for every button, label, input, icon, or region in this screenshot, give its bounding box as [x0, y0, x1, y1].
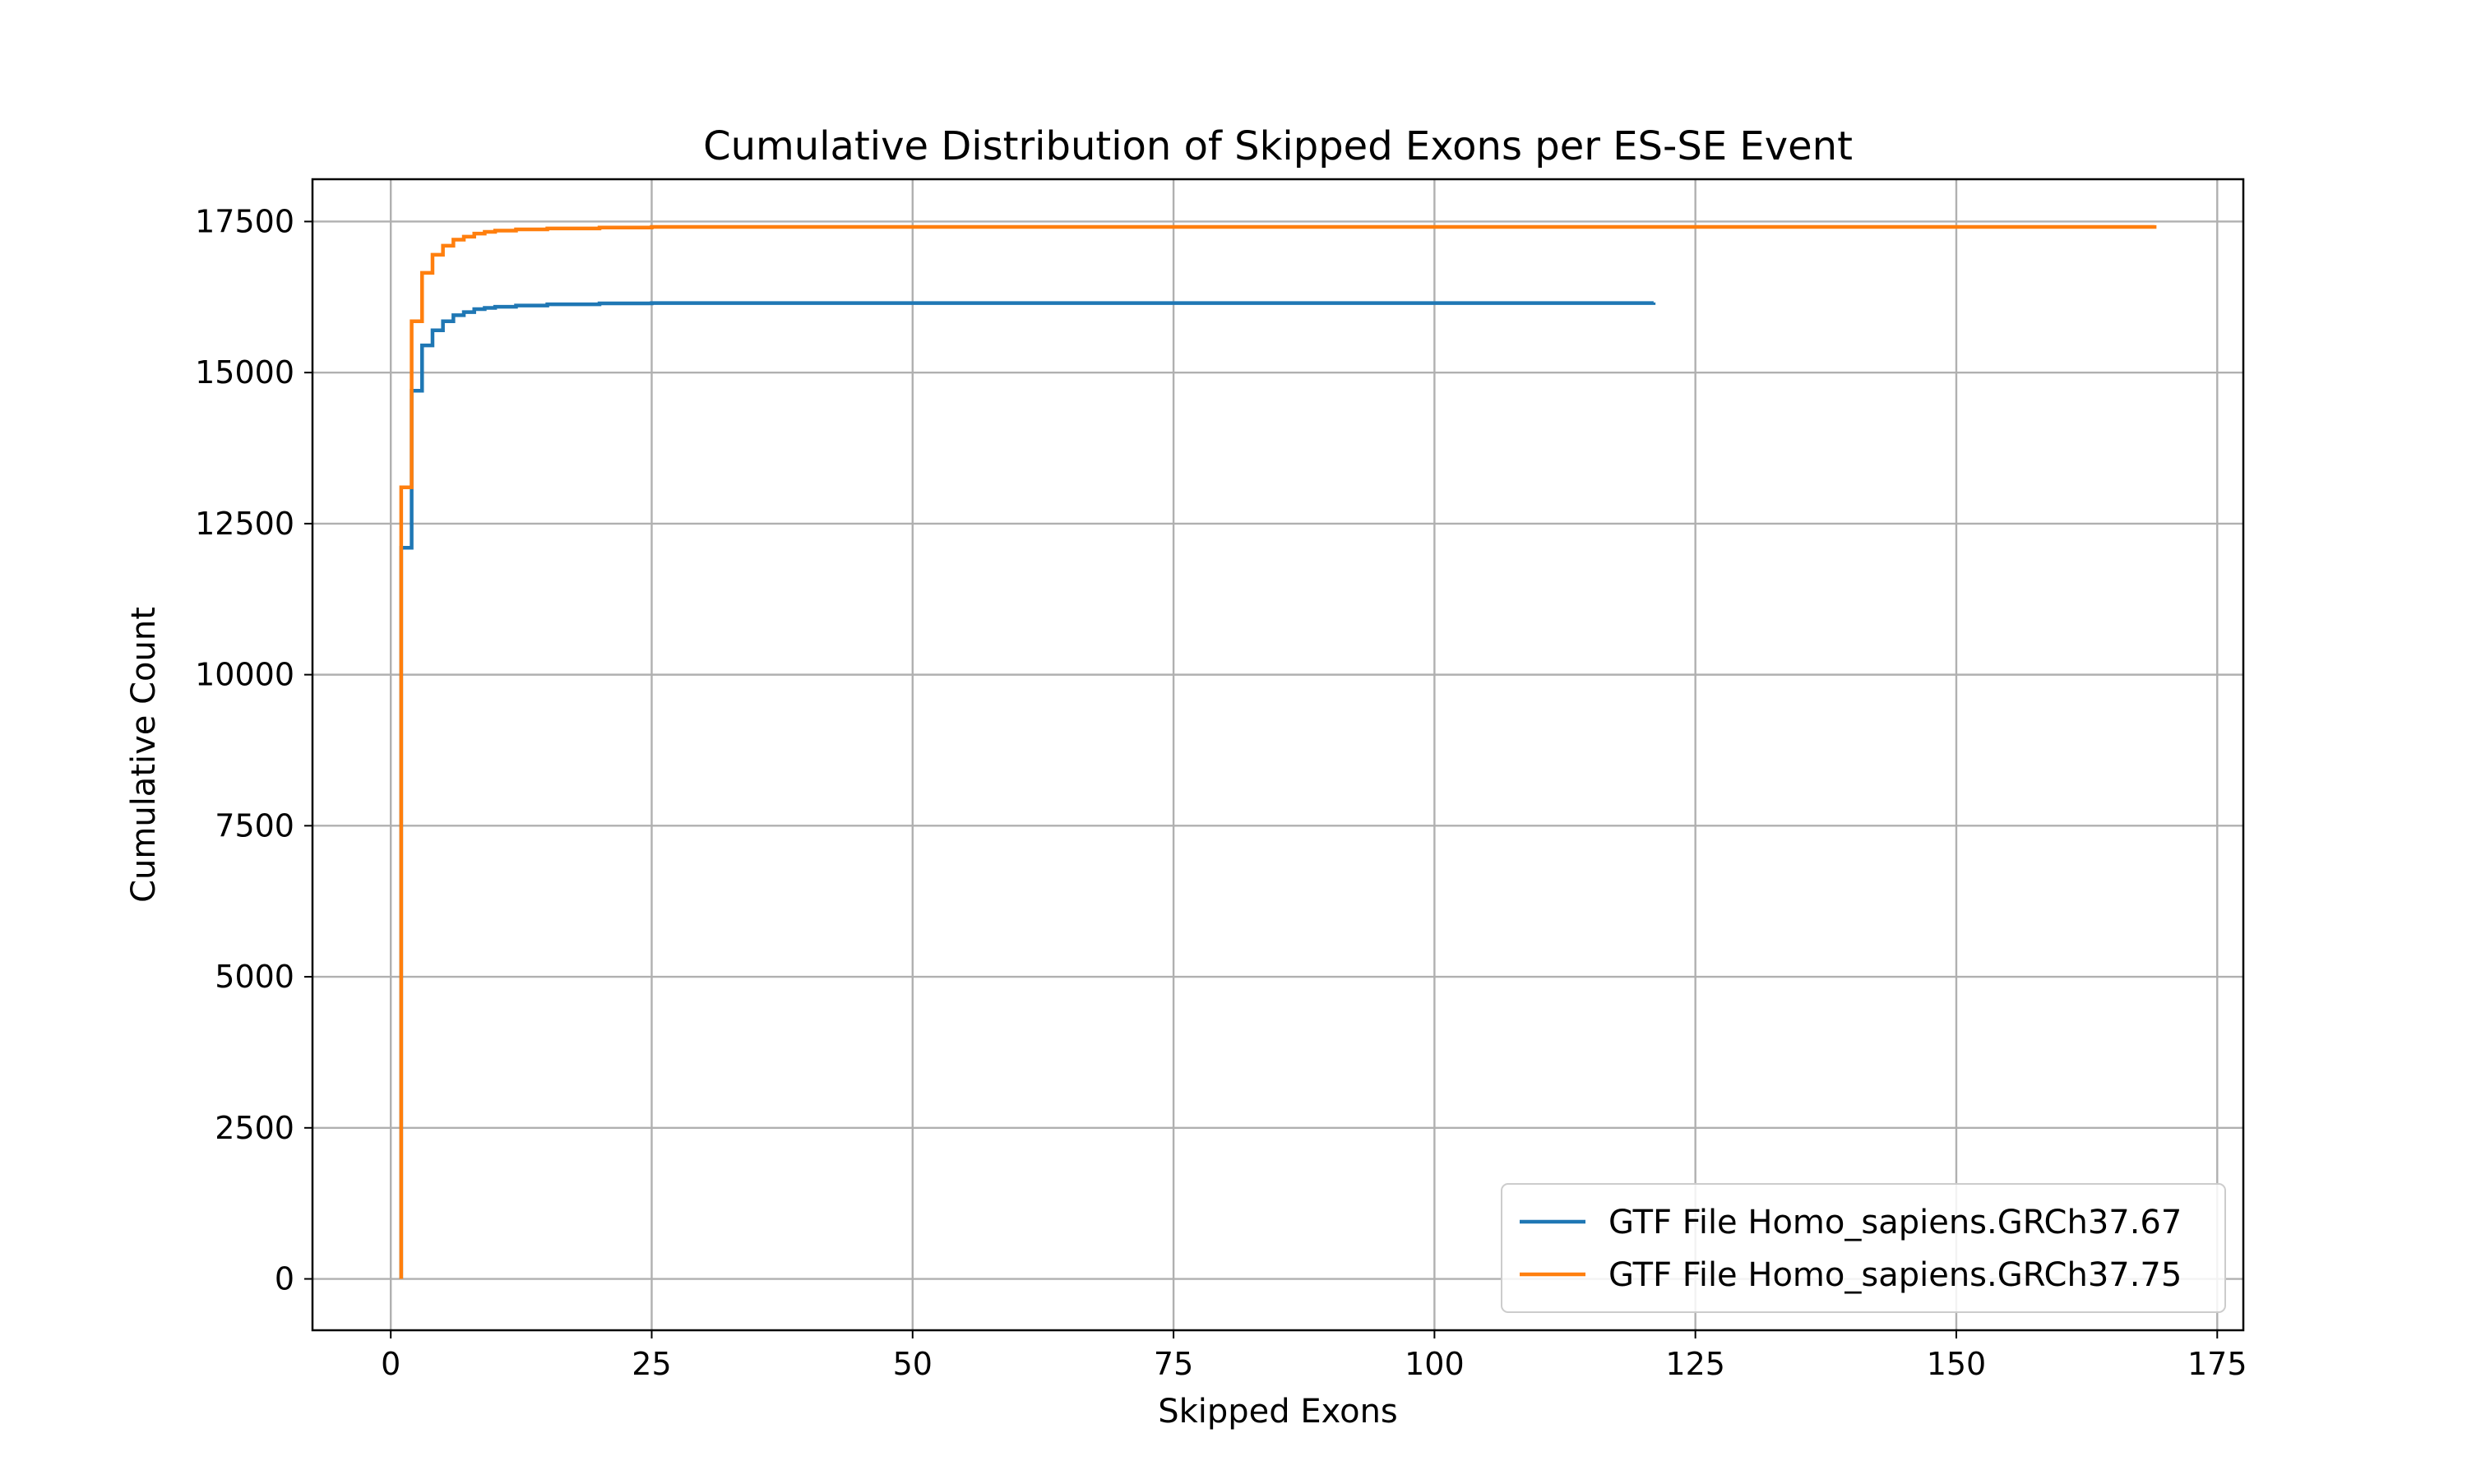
series-lines — [399, 224, 2157, 1279]
grid — [312, 179, 2243, 1330]
legend-label-0: GTF File Homo_sapiens.GRCh37.67 — [1608, 1204, 2182, 1241]
y-tick-label: 12500 — [195, 506, 294, 542]
series-line-0 — [399, 301, 1656, 1279]
x-tick-label: 175 — [2187, 1346, 2247, 1382]
x-tick-label: 75 — [1154, 1346, 1193, 1382]
legend: GTF File Homo_sapiens.GRCh37.67 GTF File … — [1501, 1183, 2226, 1313]
legend-box — [1501, 1183, 2226, 1313]
plot-frame — [311, 178, 2245, 1332]
axis-ticks: 0 25 50 75 100 125 150 175 0 2500 5000 7500 10000 125… — [195, 203, 2247, 1382]
y-tick-label: 0 — [275, 1261, 294, 1297]
x-axis-label: Skipped Exons — [1158, 1393, 1398, 1431]
y-axis-label: Cumulative Count — [125, 607, 163, 903]
legend-label-1: GTF File Homo_sapiens.GRCh37.75 — [1608, 1256, 2182, 1294]
y-tick-label: 15000 — [195, 354, 294, 391]
y-tick-label: 5000 — [215, 959, 294, 995]
series-line-1 — [399, 224, 2157, 1279]
x-tick-label: 100 — [1405, 1346, 1465, 1382]
chart-title: Cumulative Distribution of Skipped Exons… — [703, 123, 1853, 169]
y-tick-label: 2500 — [215, 1110, 294, 1146]
y-tick-label: 10000 — [195, 657, 294, 693]
y-tick-label: 17500 — [195, 203, 294, 239]
x-tick-label: 0 — [381, 1346, 400, 1382]
x-tick-label: 125 — [1665, 1346, 1725, 1382]
y-tick-label: 7500 — [215, 807, 294, 844]
x-tick-label: 50 — [893, 1346, 933, 1382]
x-tick-label: 25 — [632, 1346, 671, 1382]
x-tick-label: 150 — [1927, 1346, 1987, 1382]
